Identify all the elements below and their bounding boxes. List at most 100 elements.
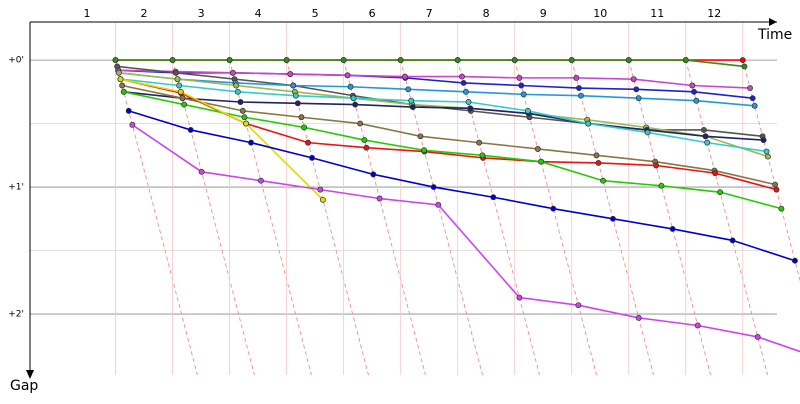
point xyxy=(361,137,368,144)
point xyxy=(112,57,119,64)
point xyxy=(179,95,186,102)
point xyxy=(347,83,354,90)
point xyxy=(233,82,240,89)
point xyxy=(630,76,637,83)
point xyxy=(633,86,640,93)
point xyxy=(653,162,660,169)
point xyxy=(467,105,474,112)
x-tick-label: 9 xyxy=(540,7,547,20)
point xyxy=(658,182,665,189)
point xyxy=(747,85,753,91)
x-tick-label: 7 xyxy=(426,7,433,20)
point xyxy=(520,91,527,98)
point xyxy=(257,177,264,184)
point xyxy=(764,153,771,160)
lap-slant xyxy=(343,59,426,376)
point xyxy=(169,57,176,64)
point xyxy=(534,146,541,152)
y-tick-label: +0' xyxy=(8,56,24,66)
point xyxy=(516,74,523,81)
point xyxy=(585,120,592,127)
point xyxy=(290,82,297,89)
lap-slant xyxy=(286,59,369,376)
series-line xyxy=(128,110,796,262)
point xyxy=(739,57,746,64)
point xyxy=(511,57,518,64)
point xyxy=(550,205,557,212)
point xyxy=(234,88,241,95)
point xyxy=(309,154,315,161)
point xyxy=(248,139,254,146)
point xyxy=(704,139,711,146)
lap-slant xyxy=(115,59,198,376)
point xyxy=(610,215,616,222)
series-line xyxy=(121,84,776,186)
y-axis-label: Gap xyxy=(10,378,38,394)
x-tick-label: 1 xyxy=(84,7,91,20)
point xyxy=(226,57,233,64)
point xyxy=(689,82,696,89)
point xyxy=(476,139,483,146)
point xyxy=(317,186,324,193)
point xyxy=(459,73,465,80)
series-line xyxy=(120,78,324,201)
point xyxy=(283,57,290,64)
point xyxy=(490,194,497,201)
point xyxy=(172,69,179,76)
point xyxy=(319,196,326,203)
point xyxy=(644,129,651,136)
point xyxy=(114,63,121,70)
point xyxy=(702,133,709,140)
x-tick-label: 3 xyxy=(198,7,205,20)
point xyxy=(405,86,412,93)
point xyxy=(129,121,136,128)
x-tick-label: 11 xyxy=(650,7,664,20)
point xyxy=(729,237,736,244)
point xyxy=(241,114,248,121)
point xyxy=(741,63,748,70)
x-tick-label: 4 xyxy=(255,7,262,20)
point xyxy=(350,95,357,102)
point xyxy=(669,226,676,232)
series-line xyxy=(118,71,769,158)
point xyxy=(243,120,250,127)
series-line xyxy=(120,78,777,191)
point xyxy=(340,57,347,64)
y-axis-arrow xyxy=(26,370,34,379)
lap-slant xyxy=(229,59,312,376)
series-line xyxy=(115,59,745,68)
x-axis-label: Time xyxy=(757,27,792,43)
point xyxy=(174,76,181,83)
point xyxy=(408,97,415,104)
point xyxy=(287,71,294,78)
point xyxy=(177,88,184,95)
point xyxy=(763,148,770,155)
point xyxy=(518,82,525,89)
point xyxy=(363,144,370,151)
point xyxy=(417,133,424,140)
y-tick-label: +1' xyxy=(8,183,24,193)
point xyxy=(239,107,246,114)
point xyxy=(187,126,194,133)
series-line xyxy=(118,71,755,107)
point xyxy=(635,314,642,321)
point xyxy=(435,201,442,208)
point xyxy=(198,168,205,175)
point xyxy=(754,333,761,340)
point xyxy=(791,257,798,264)
x-tick-label: 6 xyxy=(369,7,376,20)
point xyxy=(421,147,428,154)
point xyxy=(516,294,523,301)
x-tick-label: 12 xyxy=(707,7,721,20)
series-line xyxy=(120,78,767,153)
lap-slant xyxy=(628,59,711,376)
lap-slant xyxy=(742,59,800,282)
point xyxy=(600,177,607,184)
point xyxy=(115,69,122,76)
point xyxy=(397,57,404,64)
x-axis-arrow xyxy=(769,18,777,26)
x-tick-label: 8 xyxy=(483,7,490,20)
point xyxy=(430,184,437,191)
point xyxy=(465,99,472,105)
